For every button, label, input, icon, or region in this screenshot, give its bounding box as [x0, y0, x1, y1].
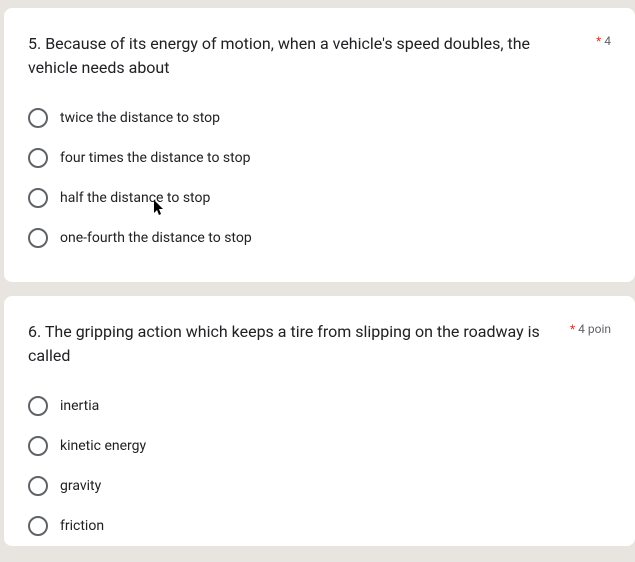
- option-label: inertia: [60, 398, 99, 414]
- question-number: 6.: [28, 322, 41, 341]
- radio-icon: [28, 148, 48, 168]
- question-card-6: 6. The gripping action which keeps a tir…: [4, 296, 635, 546]
- points-value: 4: [604, 34, 611, 48]
- option-2[interactable]: half the distance to stop: [28, 178, 611, 218]
- radio-icon: [28, 228, 48, 248]
- option-3[interactable]: one-fourth the distance to stop: [28, 218, 611, 258]
- option-3[interactable]: friction: [28, 506, 611, 546]
- option-1[interactable]: kinetic energy: [28, 426, 611, 466]
- radio-icon: [28, 188, 48, 208]
- question-header: 6. The gripping action which keeps a tir…: [28, 320, 611, 368]
- required-asterisk: *: [596, 34, 601, 48]
- question-text: 6. The gripping action which keeps a tir…: [28, 320, 562, 368]
- radio-icon: [28, 108, 48, 128]
- options-group: inertia kinetic energy gravity friction: [28, 386, 611, 546]
- option-label: kinetic energy: [60, 438, 146, 454]
- option-1[interactable]: four times the distance to stop: [28, 138, 611, 178]
- question-text: 5. Because of its energy of motion, when…: [28, 32, 588, 80]
- required-asterisk: *: [570, 322, 575, 336]
- radio-icon: [28, 396, 48, 416]
- option-label: one-fourth the distance to stop: [60, 230, 252, 246]
- question-header: 5. Because of its energy of motion, when…: [28, 32, 611, 80]
- question-body: The gripping action which keeps a tire f…: [28, 322, 540, 365]
- radio-icon: [28, 516, 48, 536]
- option-label: gravity: [60, 478, 101, 494]
- radio-icon: [28, 436, 48, 456]
- option-label: twice the distance to stop: [60, 110, 220, 126]
- points-label: * 4: [596, 34, 611, 48]
- option-0[interactable]: twice the distance to stop: [28, 98, 611, 138]
- question-number: 5.: [28, 34, 41, 53]
- radio-icon: [28, 476, 48, 496]
- option-0[interactable]: inertia: [28, 386, 611, 426]
- option-label: half the distance to stop: [60, 190, 210, 206]
- option-label: friction: [60, 518, 104, 534]
- question-body: Because of its energy of motion, when a …: [28, 34, 530, 77]
- option-label: four times the distance to stop: [60, 150, 250, 166]
- points-value: 4 poin: [578, 322, 611, 336]
- question-card-5: 5. Because of its energy of motion, when…: [4, 8, 635, 282]
- option-2[interactable]: gravity: [28, 466, 611, 506]
- options-group: twice the distance to stop four times th…: [28, 98, 611, 258]
- points-label: * 4 poin: [570, 322, 611, 336]
